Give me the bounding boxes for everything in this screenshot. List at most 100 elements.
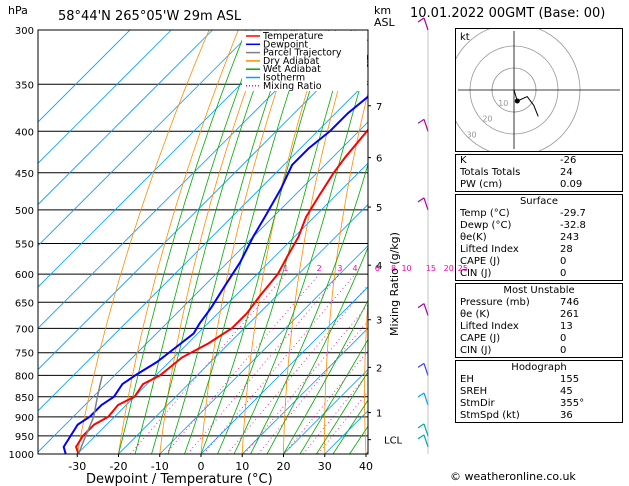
wet-adiabat-line: [266, 246, 368, 454]
wind-barb-flag: [417, 423, 425, 429]
surface-row: Temp (°C) -29.7: [456, 208, 622, 220]
most-unstable-value: 0: [560, 345, 567, 356]
isotherm-line: [38, 30, 296, 288]
isotherm-line: [38, 30, 172, 164]
hodograph-param-value: 36: [560, 410, 573, 421]
isotherm-line: [38, 30, 213, 206]
hodograph-ring-label: 20: [482, 115, 492, 124]
hodograph-ring-label: 10: [498, 99, 508, 108]
surface-label: θe(K): [460, 232, 487, 243]
surface-label: Dewp (°C): [460, 220, 512, 231]
hodograph-param-row: StmDir 355°: [456, 398, 622, 410]
dry-adiabat-line: [283, 30, 356, 454]
wind-barb-flag: [417, 118, 425, 124]
index-value: 0.09: [560, 179, 583, 190]
pressure-tick-label: 550: [15, 239, 34, 250]
surface-value: 0: [560, 268, 567, 279]
most-unstable-label: Pressure (mb): [460, 297, 530, 308]
datetime-title: 10.01.2022 00GMT (Base: 00): [410, 6, 606, 21]
hodograph-param-row: SREH 45: [456, 386, 622, 398]
most-unstable-value: 13: [560, 321, 573, 332]
wind-barb: [423, 423, 429, 437]
wind-barb-flag: [417, 362, 425, 368]
wind-barb-flag: [417, 434, 425, 440]
hodograph-param-label: StmDir: [460, 398, 495, 409]
index-row: PW (cm) 0.09: [456, 179, 622, 191]
dry-adiabat-line: [118, 30, 239, 454]
hodograph-param-row: StmSpd (kt) 36: [456, 410, 622, 422]
pressure-tick-label: 450: [15, 169, 34, 180]
wind-barb: [423, 434, 429, 448]
pressure-tick-label: 400: [15, 127, 34, 138]
wet-adiabat-line: [118, 30, 247, 454]
pressure-tick-label: 950: [15, 432, 34, 443]
surface-label: CIN (J): [460, 268, 492, 279]
pressure-tick-label: 1000: [9, 450, 34, 461]
most-unstable-title: Most Unstable: [503, 285, 575, 296]
km-tick-label: 2: [376, 363, 382, 374]
index-label: K: [460, 155, 467, 166]
wind-barb: [423, 363, 429, 376]
isotherm-line: [38, 30, 131, 123]
wet-adiabat-line: [134, 30, 261, 454]
legend-background: [242, 31, 367, 91]
index-row: K -26: [456, 155, 622, 167]
mixing-ratio-label: 10: [401, 264, 411, 273]
units-hpa: hPa: [8, 4, 28, 17]
hodograph-trace: [513, 89, 539, 117]
dry-adiabat-line: [241, 30, 327, 454]
wet-adiabat-line: [332, 399, 368, 454]
most-unstable-row: θe (K) 261: [456, 309, 622, 321]
isotherm-line: [38, 30, 337, 329]
series-dewpoint: [62, 53, 368, 454]
km-tick-label: 3: [376, 316, 382, 327]
legend-label: Parcel Trajectory: [263, 48, 342, 59]
mixing-ratio-axis-label: Mixing Ratio (g/kg): [388, 232, 401, 336]
most-unstable-label: CIN (J): [460, 345, 492, 356]
km-tick-label: LCL: [384, 436, 403, 447]
wet-adiabat-line: [217, 30, 352, 454]
pressure-tick-label: 700: [15, 324, 34, 335]
surface-row: Dewp (°C) -32.8: [456, 220, 622, 232]
series-parcel-trajectory: [77, 375, 103, 454]
hodograph-param-value: 155: [560, 374, 580, 385]
units-asl: ASL: [374, 16, 396, 29]
dry-adiabat-line: [76, 30, 210, 454]
hodograph-param-row: EH 155: [456, 374, 622, 386]
index-row: Totals Totals 24: [456, 167, 622, 179]
most-unstable-label: Lifted Index: [460, 321, 519, 332]
x-tick-label: 20: [277, 460, 291, 473]
mixing-ratio-label: 25: [458, 264, 468, 273]
mixing-ratio-line: [257, 319, 368, 454]
hodograph-param-label: StmSpd (kt): [460, 410, 520, 421]
surface-label: Temp (°C): [460, 208, 510, 219]
legend-label: Dewpoint: [263, 39, 308, 50]
x-axis-label: Dewpoint / Temperature (°C): [86, 472, 273, 486]
wet-adiabat-line: [299, 338, 368, 454]
pressure-tick-label: 800: [15, 371, 34, 382]
pressure-tick-label: 750: [15, 349, 34, 360]
index-value: 24: [560, 167, 573, 178]
surface-row: CAPE (J) 0: [456, 256, 622, 268]
most-unstable-row: Pressure (mb) 746: [456, 297, 622, 309]
storm-motion-marker: [514, 98, 520, 104]
isotherm-line: [38, 80, 368, 412]
wind-barb: [423, 392, 429, 406]
wet-adiabat-line: [250, 163, 368, 454]
km-tick-label: 5: [376, 203, 382, 214]
x-tick-label: -20: [110, 460, 128, 473]
index-value: -26: [560, 155, 577, 166]
wind-barb: [423, 119, 429, 132]
wet-adiabat-line: [283, 299, 368, 454]
dry-adiabat-line: [364, 296, 368, 454]
legend-label: Dry Adiabat: [263, 56, 320, 67]
wet-adiabat-line: [151, 30, 276, 454]
wet-adiabat-line: [200, 30, 330, 454]
x-tick-label: 0: [198, 460, 205, 473]
x-tick-label: 30: [318, 460, 332, 473]
hodograph-param-label: SREH: [460, 386, 488, 397]
pressure-tick-label: 300: [15, 26, 34, 37]
wind-barb: [423, 17, 429, 31]
surface-label: Lifted Index: [460, 244, 519, 255]
surface-value: 243: [560, 232, 580, 243]
